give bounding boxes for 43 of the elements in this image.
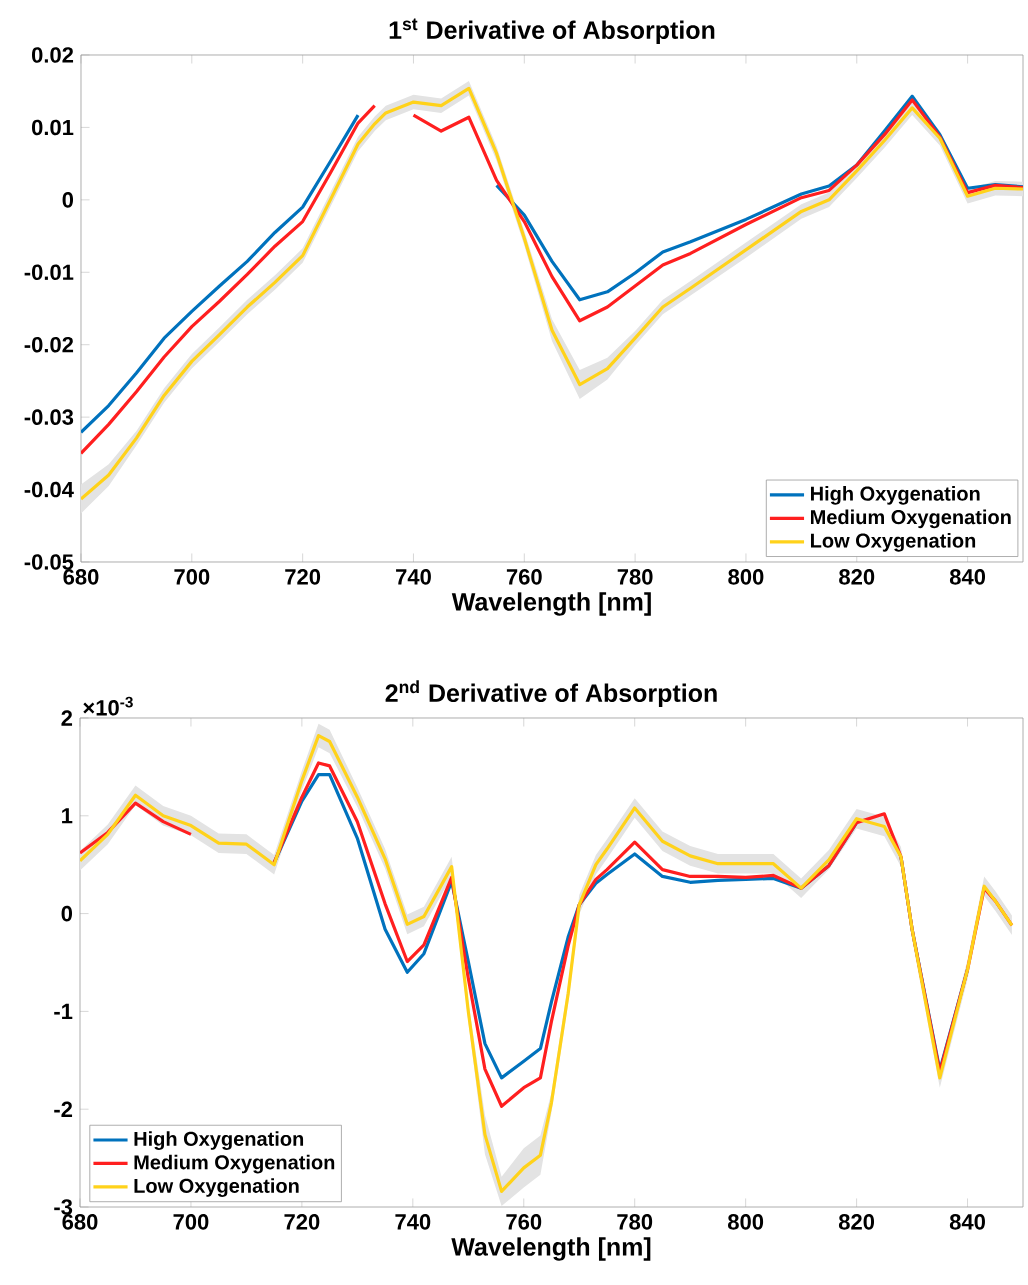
x-tick-label: 720 bbox=[284, 1214, 320, 1230]
y-tick-label: 1 bbox=[62, 808, 73, 824]
text: ×10$^{-3}$ bbox=[83, 696, 133, 716]
x-axis-title: Wavelength [nm] bbox=[451, 592, 651, 616]
y-tick-label: -1 bbox=[54, 1003, 73, 1019]
x-tick-label: 820 bbox=[839, 569, 875, 585]
y-tick-label: 2 bbox=[61, 710, 73, 726]
legend-label: Medium Oxygenation bbox=[134, 1154, 335, 1174]
x-tick-label: 760 bbox=[506, 569, 542, 585]
y-tick-label: -0.01 bbox=[24, 264, 74, 281]
y-tick-label: -0.05 bbox=[24, 554, 74, 570]
y-tick-label: -0.02 bbox=[24, 336, 74, 353]
y-tick-label: 0.01 bbox=[31, 119, 74, 136]
x-tick-label: 680 bbox=[62, 1214, 98, 1230]
x-tick-label: 780 bbox=[617, 1214, 653, 1230]
x-tick-label: 740 bbox=[395, 1214, 431, 1230]
x-tick-label: 740 bbox=[396, 569, 431, 585]
y-tick-label: -3 bbox=[54, 1199, 73, 1215]
y-tick-label: -2 bbox=[54, 1101, 73, 1117]
x-tick-label: 700 bbox=[174, 569, 210, 585]
legend-label: High Oxygenation bbox=[134, 1131, 304, 1150]
x-axis-title: Wavelength [nm] bbox=[451, 1237, 651, 1261]
x-tick-label: 800 bbox=[727, 1214, 764, 1230]
chart-title: 2$^{nd}$ Derivative of Absorption bbox=[385, 680, 717, 707]
x-tick-label: 800 bbox=[728, 569, 764, 585]
x-tick-label: 820 bbox=[838, 1214, 875, 1230]
x-tick-label: 700 bbox=[173, 1214, 209, 1230]
x-tick-label: 760 bbox=[506, 1214, 542, 1230]
y-tick-label: 0 bbox=[61, 905, 73, 922]
x-tick-label: 840 bbox=[949, 569, 986, 585]
legend-label: High Oxygenation bbox=[811, 486, 980, 505]
x-tick-label: 780 bbox=[617, 569, 653, 585]
legend-label: Low Oxygenation bbox=[134, 1178, 299, 1197]
x-tick-label: 720 bbox=[285, 569, 321, 585]
y-tick-label: -0.03 bbox=[24, 409, 74, 425]
legend-label: Low Oxygenation bbox=[811, 533, 976, 552]
chart-title: 1$^{st}$ Derivative of Absorption bbox=[389, 18, 715, 44]
y-tick-label: 0.02 bbox=[31, 47, 74, 63]
x-tick-label: 840 bbox=[949, 1214, 985, 1230]
legend-label: Medium Oxygenation bbox=[811, 509, 1011, 529]
y-tick-label: -0.04 bbox=[24, 481, 74, 498]
x-tick-label: 680 bbox=[63, 569, 99, 585]
y-tick-label: 0 bbox=[62, 192, 74, 208]
